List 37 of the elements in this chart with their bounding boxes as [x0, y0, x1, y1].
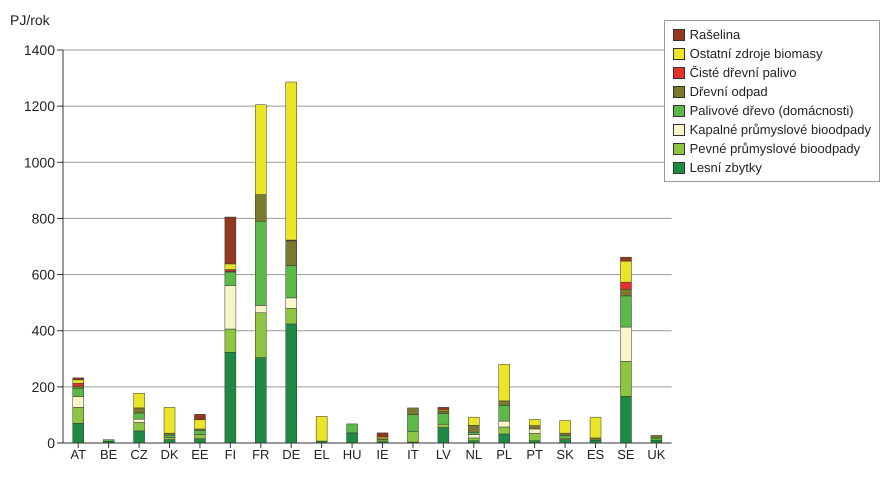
x-tick-label: SE — [617, 447, 635, 462]
y-tick-label: 1000 — [24, 154, 56, 170]
x-tick-label: ES — [586, 447, 605, 462]
x-tick-label: EE — [191, 447, 209, 462]
x-tick-label: CZ — [130, 447, 148, 462]
legend-label: Ostatní zdroje biomasy — [690, 45, 823, 63]
legend-label: Lesní zbytky — [690, 159, 762, 177]
x-tick-label: IT — [407, 447, 419, 462]
x-tick-label: IE — [376, 447, 389, 462]
x-tick-label: HU — [342, 447, 362, 462]
y-axis-title: PJ/rok — [10, 12, 50, 28]
x-tick-label: BE — [100, 447, 118, 462]
y-tick-label: 0 — [47, 434, 56, 451]
x-tick-label: SK — [556, 447, 574, 462]
legend-label: Rašelina — [690, 26, 740, 44]
x-tick-label: PL — [496, 447, 512, 462]
y-tick-label: 400 — [32, 322, 56, 339]
legend-label: Dřevní odpad — [690, 83, 768, 101]
legend-label: Čisté dřevní palivo — [690, 64, 797, 82]
legend-label: Kapalné průmyslové bioodpady — [690, 121, 871, 139]
y-tick-label: 200 — [32, 378, 56, 395]
x-tick-label: DE — [282, 447, 301, 462]
y-tick-label: 600 — [32, 266, 56, 283]
y-tick-label: 1200 — [24, 98, 56, 114]
x-tick-label: AT — [70, 447, 86, 462]
x-tick-label: FR — [252, 447, 270, 462]
x-tick-label: EL — [314, 447, 330, 462]
x-tick-label: NL — [465, 447, 482, 462]
legend-label: Pevné průmyslové bioodpady — [690, 140, 860, 158]
x-tick-label: LV — [436, 447, 452, 462]
legend-label: Palivové dřevo (domácnosti) — [690, 102, 854, 120]
x-tick-label: FI — [224, 447, 236, 462]
x-tick-label: UK — [647, 447, 666, 462]
x-tick-label: PT — [526, 447, 544, 462]
x-tick-label: DK — [160, 447, 179, 462]
y-tick-label: 1400 — [24, 42, 56, 58]
y-tick-label: 800 — [32, 210, 56, 226]
